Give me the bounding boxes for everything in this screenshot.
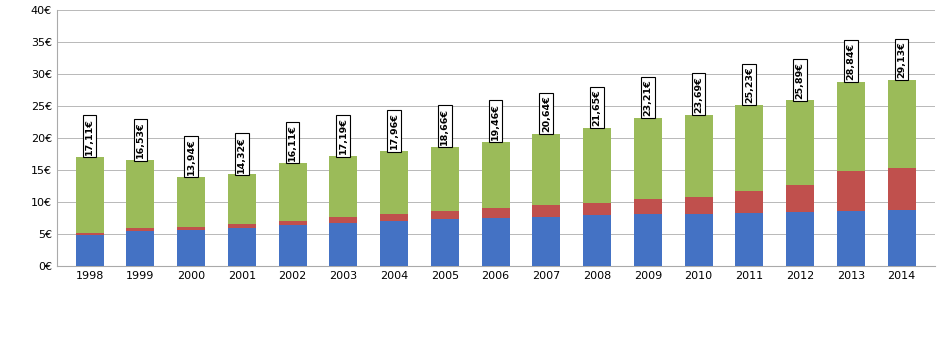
- Bar: [583, 128, 611, 203]
- Bar: [76, 157, 104, 233]
- Text: 17,96€: 17,96€: [390, 112, 398, 149]
- Bar: [532, 205, 561, 217]
- Bar: [126, 228, 154, 231]
- Bar: [735, 105, 764, 191]
- Bar: [430, 219, 459, 266]
- Text: 13,94€: 13,94€: [187, 138, 195, 175]
- Text: 17,11€: 17,11€: [85, 118, 94, 155]
- Bar: [532, 217, 561, 266]
- Bar: [735, 191, 764, 213]
- Bar: [76, 235, 104, 266]
- Bar: [887, 168, 916, 210]
- Bar: [583, 216, 611, 266]
- Bar: [887, 210, 916, 266]
- Bar: [430, 147, 459, 211]
- Bar: [76, 233, 104, 235]
- Bar: [329, 217, 358, 222]
- Bar: [481, 208, 510, 218]
- Bar: [837, 81, 865, 171]
- Bar: [837, 171, 865, 211]
- Bar: [278, 221, 307, 225]
- Bar: [228, 224, 256, 228]
- Bar: [126, 160, 154, 228]
- Text: 23,21€: 23,21€: [644, 79, 652, 116]
- Bar: [329, 222, 358, 266]
- Text: 16,53€: 16,53€: [136, 122, 144, 158]
- Bar: [684, 197, 713, 213]
- Text: 14,32€: 14,32€: [237, 136, 246, 173]
- Bar: [481, 142, 510, 208]
- Bar: [329, 156, 358, 217]
- Bar: [278, 225, 307, 266]
- Bar: [786, 185, 814, 212]
- Bar: [887, 80, 916, 168]
- Text: 25,89€: 25,89€: [796, 62, 804, 99]
- Bar: [786, 101, 814, 185]
- Text: 28,84€: 28,84€: [847, 43, 855, 80]
- Text: 18,66€: 18,66€: [440, 108, 449, 145]
- Bar: [126, 231, 154, 266]
- Bar: [633, 199, 662, 214]
- Bar: [380, 221, 408, 266]
- Bar: [583, 203, 611, 216]
- Bar: [430, 211, 459, 219]
- Bar: [633, 118, 662, 199]
- Text: 17,19€: 17,19€: [339, 117, 347, 154]
- Bar: [532, 134, 561, 205]
- Bar: [684, 213, 713, 266]
- Text: 16,11€: 16,11€: [288, 124, 297, 161]
- Bar: [481, 218, 510, 266]
- Bar: [380, 151, 408, 214]
- Bar: [837, 211, 865, 266]
- Bar: [633, 214, 662, 266]
- Bar: [278, 163, 307, 221]
- Bar: [177, 227, 205, 229]
- Bar: [177, 177, 205, 227]
- Text: 21,65€: 21,65€: [593, 89, 601, 125]
- Text: 19,46€: 19,46€: [491, 103, 500, 140]
- Text: 23,69€: 23,69€: [694, 76, 703, 113]
- Text: 25,23€: 25,23€: [745, 66, 754, 103]
- Text: 29,13€: 29,13€: [897, 41, 906, 78]
- Bar: [684, 115, 713, 197]
- Bar: [228, 228, 256, 266]
- Text: 20,64€: 20,64€: [542, 95, 551, 132]
- Bar: [228, 174, 256, 224]
- Bar: [735, 213, 764, 266]
- Bar: [786, 212, 814, 266]
- Bar: [380, 214, 408, 221]
- Bar: [177, 229, 205, 266]
